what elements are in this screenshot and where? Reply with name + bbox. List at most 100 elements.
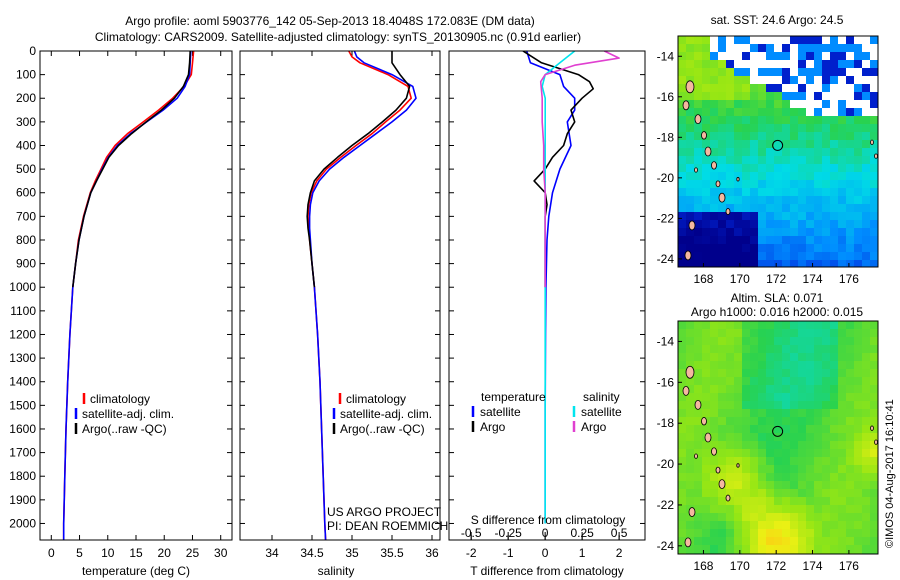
sla-cell (790, 401, 798, 409)
sst-cell (790, 180, 798, 188)
sst-cell (814, 212, 822, 220)
sst-cell (678, 60, 686, 68)
sst-cell (694, 140, 702, 148)
sla-cell (798, 361, 806, 369)
sla-cell (814, 385, 822, 393)
sst-cell (830, 116, 838, 124)
sst-cell (718, 244, 726, 252)
sst-cell (822, 132, 830, 140)
sla-cell (710, 489, 718, 497)
sla-cell (702, 497, 710, 505)
sla-cell (694, 417, 702, 425)
sla-cell (766, 433, 774, 441)
sla-cell (742, 353, 750, 361)
sla-cell (742, 505, 750, 513)
legend-label-sal-satellite: satellite (581, 405, 622, 419)
sst-cell (718, 252, 726, 260)
sla-cell (814, 441, 822, 449)
sla-cell (734, 353, 742, 361)
sla-cell (774, 409, 782, 417)
sla-cell (694, 337, 702, 345)
sla-cell (686, 545, 694, 553)
sst-cell (750, 260, 758, 267)
sst-cell (814, 244, 822, 252)
lon-tick-label: 176 (839, 559, 859, 573)
sla-cell (742, 425, 750, 433)
sst-cell (694, 108, 702, 116)
island (682, 100, 690, 111)
sst-cell (846, 60, 854, 68)
sla-cell (694, 321, 702, 329)
sla-cell (694, 465, 702, 473)
sst-cell (862, 60, 870, 68)
sla-cell (686, 513, 694, 521)
sst-cell (790, 260, 798, 267)
sla-cell (734, 433, 742, 441)
series-line-argo-raw-qc- (72, 51, 191, 288)
sla-cell (862, 521, 870, 529)
sst-cell (870, 68, 878, 76)
sst-cell (838, 244, 846, 252)
sst-cell (678, 236, 686, 244)
lat-tick-label: -16 (657, 375, 675, 389)
sla-map-subtitle: Argo h1000: 0.016 h2000: 0.015 (691, 305, 863, 319)
sst-cell (758, 76, 766, 84)
sla-cell (718, 353, 726, 361)
sst-cell (822, 92, 830, 100)
sla-cell (734, 521, 742, 529)
x-tick-label: 25 (186, 546, 200, 560)
sst-cell (702, 116, 710, 124)
sla-cell (774, 537, 782, 545)
sla-cell (862, 393, 870, 401)
sst-cell (750, 44, 758, 52)
sla-cell (726, 345, 734, 353)
sla-cell (766, 417, 774, 425)
sst-cell (758, 60, 766, 68)
sst-cell (694, 36, 702, 44)
sst-cell (846, 108, 854, 116)
sst-cell (782, 100, 790, 108)
sst-cell (862, 76, 870, 84)
depth-tick-label: 1500 (9, 398, 36, 412)
sla-cell (790, 545, 798, 553)
sla-cell (702, 353, 710, 361)
sla-cell (862, 377, 870, 385)
sla-cell (734, 505, 742, 513)
sst-cell (774, 212, 782, 220)
sla-cell (862, 537, 870, 545)
sla-cell (686, 441, 694, 449)
sla-cell (686, 409, 694, 417)
sst-cell (790, 36, 798, 44)
sla-cell (750, 345, 758, 353)
sla-cell (798, 393, 806, 401)
island (715, 180, 721, 188)
sst-cell (702, 44, 710, 52)
sst-cell (750, 252, 758, 260)
sst-cell (766, 52, 774, 60)
sla-cell (782, 385, 790, 393)
sst-cell (814, 204, 822, 212)
island (684, 250, 692, 261)
sst-cell (854, 236, 862, 244)
legend-label-sal-argo: Argo (581, 420, 607, 434)
sst-cell (830, 228, 838, 236)
sla-cell (742, 441, 750, 449)
sst-cell (726, 188, 734, 196)
sst-cell (822, 252, 830, 260)
sst-cell (774, 100, 782, 108)
sla-cell (694, 385, 702, 393)
sst-cell (774, 148, 782, 156)
sst-cell (806, 132, 814, 140)
sla-cell (822, 537, 830, 545)
sst-cell (870, 164, 878, 172)
sla-cell (694, 353, 702, 361)
sla-cell (870, 353, 878, 361)
sla-cell (838, 433, 846, 441)
sst-cell (742, 252, 750, 260)
sst-cell (830, 68, 838, 76)
sla-cell (710, 433, 718, 441)
sla-cell (790, 497, 798, 505)
sla-cell (718, 529, 726, 537)
sst-cell (798, 60, 806, 68)
